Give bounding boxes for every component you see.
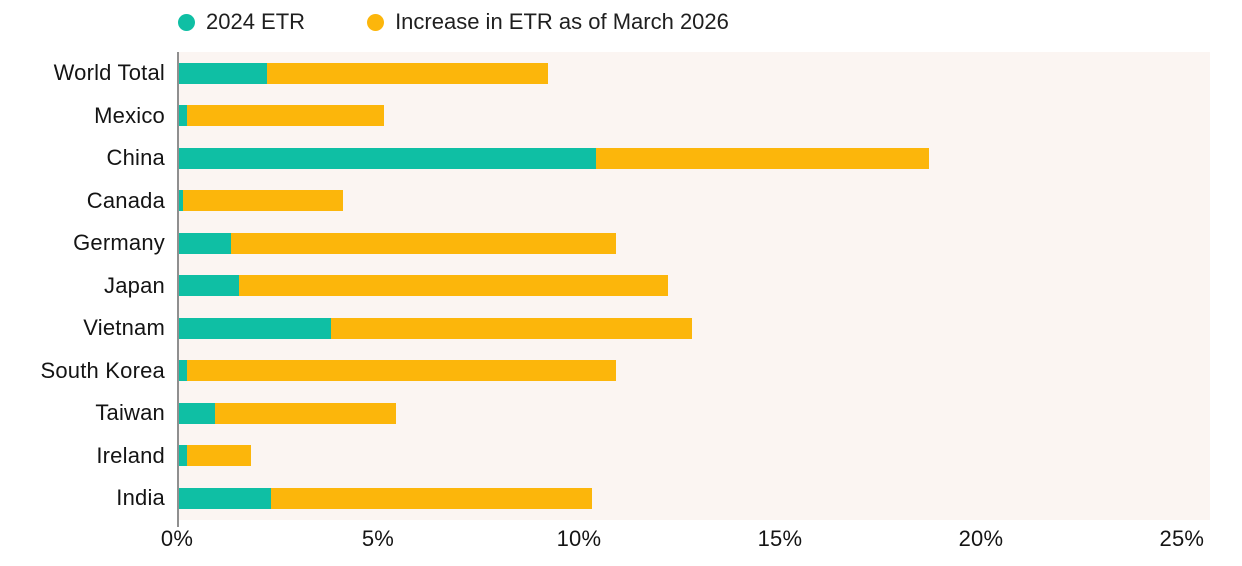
bar-track — [177, 434, 1210, 477]
x-tick-label: 0% — [160, 526, 194, 551]
category-label: India — [116, 485, 165, 511]
category-label: Vietnam — [83, 315, 165, 341]
stacked-bar — [179, 62, 1210, 84]
x-tick-label: 20% — [958, 526, 1004, 551]
bar-segment-2024-etr — [179, 147, 597, 169]
x-tick-label: 25% — [1159, 526, 1205, 551]
chart-row: India — [0, 477, 1210, 520]
chart-legend: 2024 ETR Increase in ETR as of March 202… — [178, 9, 729, 35]
stacked-bar — [179, 105, 1210, 127]
chart-row: Japan — [0, 264, 1210, 307]
x-tick-label: 10% — [556, 526, 602, 551]
bar-segment-2024-etr — [179, 62, 268, 84]
bar-track — [177, 392, 1210, 435]
plot-area: World Total Mexico China Canada Germany Japan… — [0, 52, 1210, 520]
bar-track — [177, 307, 1210, 350]
bar-segment-increase-etr — [187, 105, 384, 127]
chart-row: Mexico — [0, 94, 1210, 137]
category-label: South Korea — [40, 357, 165, 383]
bar-segment-increase-etr — [231, 232, 617, 254]
bar-segment-2024-etr — [179, 360, 188, 382]
stacked-bar — [179, 147, 1210, 169]
category-label: World Total — [53, 60, 165, 86]
stacked-bar — [179, 487, 1210, 509]
chart-row: World Total — [0, 52, 1210, 95]
stacked-bar — [179, 402, 1210, 424]
legend-swatch-increase-etr — [367, 13, 385, 31]
stacked-bar — [179, 360, 1210, 382]
bar-track — [177, 52, 1210, 95]
x-tick-label: 15% — [757, 526, 803, 551]
x-axis: 0% 5% 10% 15% 20% 25% — [161, 526, 1210, 558]
bar-track — [177, 264, 1210, 307]
bar-segment-increase-etr — [187, 445, 252, 467]
stacked-bar — [179, 275, 1210, 297]
bar-segment-increase-etr — [183, 190, 344, 212]
bar-segment-increase-etr — [331, 317, 693, 339]
bar-segment-increase-etr — [239, 275, 669, 297]
bar-segment-2024-etr — [179, 275, 240, 297]
stacked-bar — [179, 190, 1210, 212]
bar-segment-increase-etr — [215, 402, 396, 424]
legend-label-increase-etr: Increase in ETR as of March 2026 — [395, 9, 729, 34]
category-label: Mexico — [94, 102, 165, 128]
bar-segment-2024-etr — [179, 445, 188, 467]
chart-row: South Korea — [0, 349, 1210, 392]
bar-segment-2024-etr — [179, 487, 272, 509]
stacked-bar — [179, 445, 1210, 467]
bar-segment-increase-etr — [267, 62, 549, 84]
chart-row: Canada — [0, 179, 1210, 222]
chart-row: Ireland — [0, 434, 1210, 477]
bar-segment-increase-etr — [596, 147, 930, 169]
category-label: Germany — [73, 230, 165, 256]
legend-item-increase-etr: Increase in ETR as of March 2026 — [367, 9, 729, 35]
stacked-bar — [179, 232, 1210, 254]
category-label: Japan — [104, 272, 165, 298]
bar-segment-2024-etr — [179, 232, 232, 254]
bar-track — [177, 222, 1210, 265]
category-label: Taiwan — [95, 400, 165, 426]
x-tick-label: 5% — [361, 526, 395, 551]
bar-track — [177, 179, 1210, 222]
bar-segment-increase-etr — [271, 487, 593, 509]
stacked-bar — [179, 317, 1210, 339]
x-axis-zero-tick — [177, 519, 179, 527]
bar-track — [177, 94, 1210, 137]
bar-track — [177, 477, 1210, 520]
bar-track — [177, 137, 1210, 180]
category-label: China — [106, 145, 165, 171]
legend-label-2024-etr: 2024 ETR — [206, 9, 306, 34]
bar-segment-2024-etr — [179, 190, 183, 212]
chart-row: Germany — [0, 222, 1210, 265]
chart-row: China — [0, 137, 1210, 180]
bar-segment-2024-etr — [179, 317, 332, 339]
bar-segment-2024-etr — [179, 105, 188, 127]
category-label: Ireland — [96, 442, 165, 468]
category-label: Canada — [86, 187, 165, 213]
legend-swatch-2024-etr — [178, 13, 195, 31]
bar-segment-increase-etr — [187, 360, 617, 382]
legend-item-2024-etr: 2024 ETR — [178, 9, 305, 35]
chart-row: Taiwan — [0, 392, 1210, 435]
chart-row: Vietnam — [0, 307, 1210, 350]
bar-track — [177, 349, 1210, 392]
bar-segment-2024-etr — [179, 402, 216, 424]
